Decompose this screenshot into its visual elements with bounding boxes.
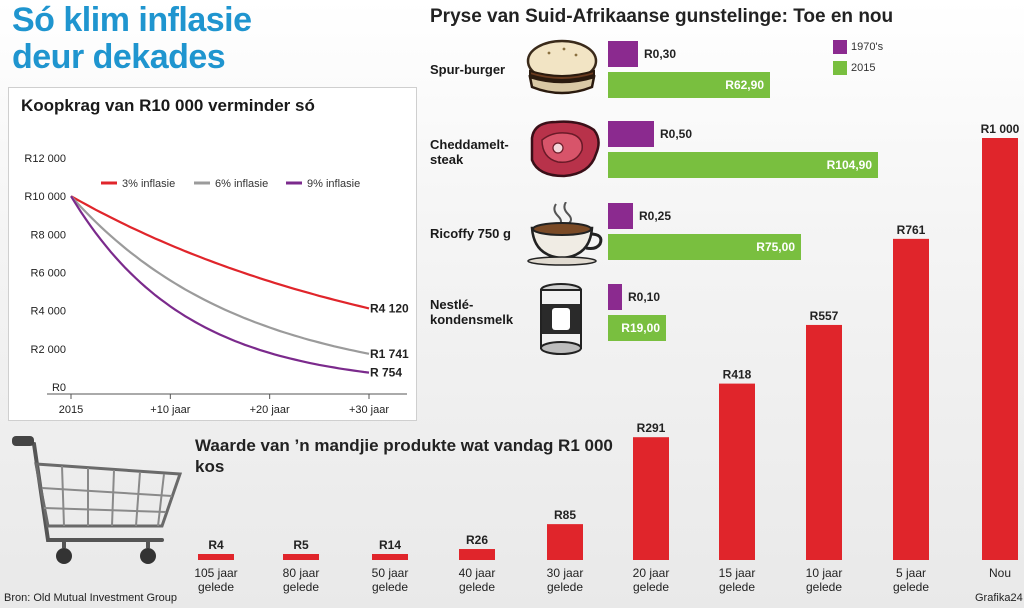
y-tick-label: R8 000 — [31, 229, 66, 241]
basket-category-label: 20 jaar — [633, 566, 670, 580]
basket-bar — [283, 554, 319, 560]
y-tick-label: R2 000 — [31, 344, 66, 356]
bar-label-1970s: R0,50 — [660, 127, 693, 141]
bar-1970s — [608, 203, 633, 229]
basket-category-label: 15 jaar — [719, 566, 756, 580]
basket-bar-value-label: R291 — [637, 421, 666, 435]
basket-bar-value-label: R418 — [723, 368, 752, 382]
bar-label-2015: R19,00 — [621, 321, 660, 335]
legend-label: 6% inflasie — [215, 178, 268, 190]
product-label-steak: Cheddamelt- steak — [430, 137, 509, 167]
basket-bar-value-label: R4 — [208, 538, 224, 552]
bar-2015 — [608, 315, 666, 341]
basket-bar — [806, 324, 842, 560]
basket-category-label: Nou — [989, 566, 1011, 580]
basket-bar-value-label: R5 — [293, 538, 309, 552]
condensed-milk-tin-icon — [540, 283, 582, 355]
basket-category-label: 5 jaar — [896, 566, 926, 580]
series-line — [70, 195, 370, 374]
y-tick-label: R4 000 — [31, 306, 66, 318]
basket-chart-title: Waarde van ’n mandjie produkte wat vanda… — [195, 436, 613, 476]
series-end-label: R 754 — [370, 366, 402, 380]
product-label-burger: Spur-burger — [430, 62, 506, 77]
basket-category-label: 105 jaar — [194, 566, 237, 580]
basket-category-label: gelede — [283, 580, 319, 594]
bar-2015 — [608, 152, 878, 178]
graphic-credit: Grafika24 — [975, 592, 1023, 604]
basket-bar — [719, 383, 755, 560]
y-tick-label: R10 000 — [24, 191, 66, 203]
source-note: Bron: Old Mutual Investment Group — [4, 592, 178, 604]
basket-bar-value-label: R14 — [379, 538, 401, 552]
burger-icon — [526, 39, 598, 95]
basket-category-label: gelede — [547, 580, 583, 594]
bar-1970s — [608, 41, 638, 67]
main-title: Só klim inflasie deur dekades — [12, 1, 252, 76]
legend-swatch-1970s — [833, 40, 847, 54]
x-tick-label: +30 jaar — [349, 404, 389, 416]
series-line — [70, 195, 370, 310]
bar-label-2015: R104,90 — [826, 158, 872, 172]
bar-1970s — [608, 284, 622, 310]
bar-label-2015: R75,00 — [756, 240, 795, 254]
bar-1970s — [608, 121, 654, 147]
basket-bar — [982, 138, 1018, 560]
basket-bar — [459, 549, 495, 560]
bar-label-2015: R62,90 — [725, 78, 764, 92]
basket-bar — [633, 437, 669, 560]
basket-bar-value-label: R761 — [897, 223, 926, 237]
basket-category-label: gelede — [372, 580, 408, 594]
basket-category-label: gelede — [198, 580, 234, 594]
bar-2015 — [608, 234, 801, 260]
coffee-cup-icon — [527, 202, 603, 266]
y-tick-label: R0 — [52, 382, 66, 394]
basket-category-label: gelede — [633, 580, 669, 594]
legend-label: 9% inflasie — [307, 178, 360, 190]
basket-category-label: 80 jaar — [283, 566, 320, 580]
basket-category-label: 50 jaar — [372, 566, 409, 580]
basket-bar — [198, 554, 234, 560]
x-tick-label: 2015 — [59, 404, 83, 416]
basket-bar — [372, 554, 408, 560]
legend-label-2015: 2015 — [851, 62, 876, 74]
basket-bar-value-label: R85 — [554, 508, 576, 522]
basket-category-label: 30 jaar — [547, 566, 584, 580]
shopping-cart-icon — [12, 436, 183, 564]
basket-bar — [893, 238, 929, 560]
basket-category-label: gelede — [459, 580, 495, 594]
bar-label-1970s: R0,25 — [639, 209, 672, 223]
basket-category-label: 40 jaar — [459, 566, 496, 580]
basket-bar-value-label: R26 — [466, 533, 488, 547]
basket-category-label: gelede — [893, 580, 929, 594]
series-end-label: R1 741 — [370, 347, 409, 361]
basket-bar-value-label: R1 000 — [981, 122, 1020, 136]
legend-label: 3% inflasie — [122, 178, 175, 190]
y-tick-label: R6 000 — [31, 268, 66, 280]
product-label-condensed-milk: Nestlé- kondensmelk — [430, 297, 514, 327]
line-chart: R0 R2 000 R4 000 R6 000 R8 000 R10 000 R12 000… — [24, 153, 409, 416]
bar-2015 — [608, 72, 770, 98]
basket-bar — [547, 524, 583, 560]
legend-swatch-2015 — [833, 61, 847, 75]
prices-chart-title: Pryse van Suid-Afrikaanse gunstelinge: T… — [430, 6, 894, 27]
purchasing-power-panel: Koopkrag van R10 000 verminder só R0 R2 0… — [8, 87, 417, 421]
x-tick-label: +20 jaar — [250, 404, 290, 416]
line-chart-title: Koopkrag van R10 000 verminder só — [21, 96, 315, 115]
basket-bar-value-label: R557 — [810, 309, 839, 323]
basket-category-label: gelede — [719, 580, 755, 594]
product-label-ricoffy: Ricoffy 750 g — [430, 226, 511, 241]
steak-icon — [530, 120, 600, 178]
basket-category-label: 10 jaar — [806, 566, 843, 580]
bar-label-1970s: R0,30 — [644, 47, 677, 61]
x-tick-label: +10 jaar — [150, 404, 190, 416]
series-line — [70, 195, 370, 355]
bar-label-1970s: R0,10 — [628, 290, 661, 304]
legend-label-1970s: 1970's — [851, 41, 884, 53]
basket-category-label: gelede — [806, 580, 842, 594]
y-tick-label: R12 000 — [24, 153, 66, 165]
series-end-label: R4 120 — [370, 301, 409, 315]
